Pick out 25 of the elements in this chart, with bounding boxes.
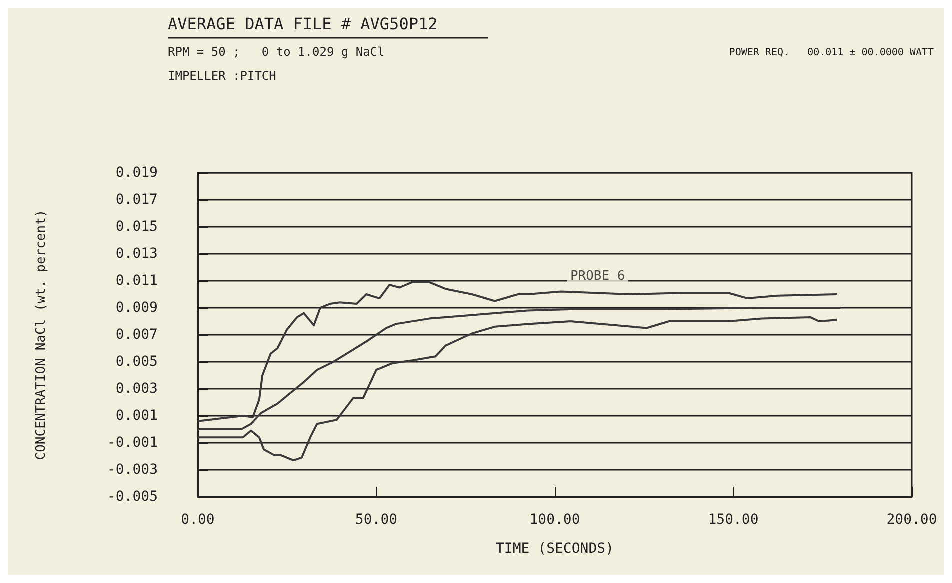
y-tick-label: -0.001 — [107, 435, 158, 451]
text: POWER REQ. 00.011 ± 00.0000 WATT — [729, 48, 934, 58]
x-axis-title: TIME (SECONDS) — [496, 541, 614, 557]
text: IMPELLER :PITCH — [168, 69, 276, 83]
y-tick-label: -0.005 — [107, 489, 158, 505]
chart-subtitle: RPM = 50 ; 0 to 1.029 g NaCl — [168, 45, 385, 59]
y-tick-label: 0.015 — [116, 219, 158, 235]
y-tick-label: 0.013 — [116, 246, 158, 262]
y-axis-title: CONCENTRATION NaCl (wt. percent) — [34, 210, 49, 460]
y-tick-label: 0.001 — [116, 408, 158, 424]
annotation: PROBE 6 — [570, 268, 626, 284]
x-tick-label: 100.00 — [530, 512, 580, 528]
y-tick-label: 0.011 — [116, 273, 158, 289]
y-tick-label: 0.019 — [116, 165, 158, 181]
x-tick-label: 150.00 — [708, 512, 759, 528]
y-tick-label: 0.005 — [116, 354, 158, 370]
y-tick-label: 0.009 — [116, 300, 158, 316]
x-tick-label: 200.00 — [886, 512, 938, 528]
y-tick-label: 0.003 — [116, 381, 158, 397]
x-tick-label: 0.00 — [181, 512, 215, 528]
y-tick-label: 0.007 — [116, 327, 158, 343]
y-tick-label: 0.017 — [116, 192, 158, 208]
chart-title: AVERAGE DATA FILE # AVG50P12 — [168, 14, 438, 34]
y-tick-label: -0.003 — [107, 462, 158, 478]
x-tick-label: 50.00 — [355, 512, 398, 528]
